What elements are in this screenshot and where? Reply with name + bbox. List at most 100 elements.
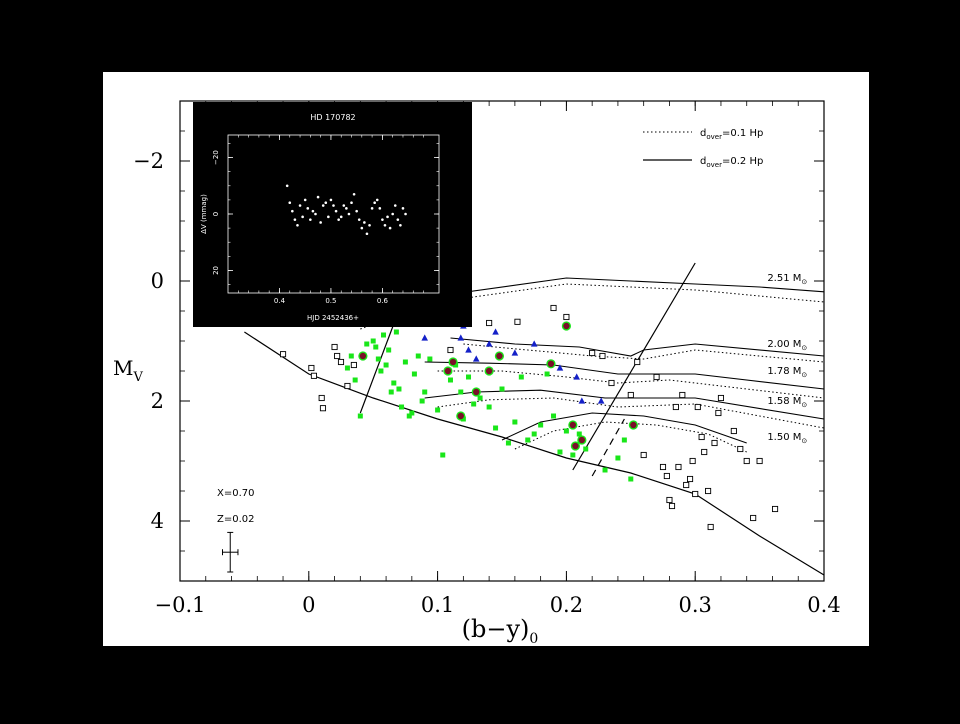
point-green-square — [563, 428, 569, 434]
point-open-square — [279, 351, 287, 358]
inset-light-curve-point — [350, 201, 353, 205]
point-open-square — [344, 382, 351, 390]
point-green-square — [435, 407, 441, 413]
inset-light-curve-point — [309, 218, 312, 221]
point-circled-core — [473, 388, 480, 396]
point-green-square — [557, 449, 563, 455]
point-green-square — [512, 419, 518, 425]
point-open-square — [310, 372, 318, 379]
point-open-square — [707, 523, 714, 531]
point-open-square — [692, 490, 699, 498]
point-blue-triangle — [556, 364, 564, 371]
inset-x-tick-label: 0.6 — [377, 297, 389, 305]
point-green-square — [466, 374, 472, 380]
point-open-square — [675, 463, 682, 471]
point-green-square — [538, 422, 544, 428]
inset-light-curve-point — [399, 223, 402, 227]
point-open-square — [334, 352, 341, 360]
inset-light-curve-point — [298, 204, 302, 207]
mass-label-2.00: 2.00 M⊙ — [767, 339, 807, 352]
inset-background — [193, 102, 472, 327]
inset-y-tick-label: −20 — [212, 150, 220, 165]
inset-light-curve-point — [360, 226, 364, 230]
point-green-square — [602, 467, 608, 473]
annotation-x: X=0.70 — [217, 488, 255, 499]
inset-light-curve-point — [368, 223, 371, 227]
point-green-square — [493, 425, 499, 431]
point-open-square — [447, 346, 454, 354]
point-green-square — [518, 374, 524, 380]
mass-label-1.58: 1.58 M⊙ — [767, 396, 807, 409]
y-tick-label: 2 — [151, 389, 164, 413]
point-green-square — [411, 371, 417, 377]
point-green-square — [583, 446, 589, 452]
strip-red-edge-dashed — [591, 418, 625, 477]
point-open-square — [550, 304, 557, 312]
point-green-square — [388, 389, 394, 395]
inset-light-curve-point — [401, 207, 405, 210]
inset-light-curve-point — [381, 218, 384, 221]
inset-light-curve-point — [373, 201, 376, 205]
x-tick-label: 0.3 — [678, 593, 711, 617]
point-open-square — [686, 475, 694, 483]
point-circled-core — [359, 352, 367, 360]
point-open-square — [318, 394, 325, 402]
point-open-square — [486, 319, 493, 327]
point-green-square — [391, 380, 397, 386]
inset-light-curve-point — [319, 221, 322, 224]
track-dotted-1.58 — [437, 397, 825, 429]
inset-x-label: HJD 2452436+ — [307, 314, 359, 322]
point-open-square — [331, 343, 338, 351]
point-open-square — [350, 361, 357, 369]
inset-light-curve-point — [375, 198, 379, 202]
track-solid-1.78 — [424, 361, 825, 390]
point-blue-triangle — [465, 346, 472, 353]
point-green-square — [628, 476, 634, 482]
zams-path — [244, 331, 825, 576]
inset-light-curve-point — [363, 221, 366, 224]
inset-light-curve-point — [327, 215, 330, 219]
point-open-square — [663, 472, 670, 480]
point-green-square — [419, 398, 425, 404]
point-green-square — [471, 401, 477, 407]
inset-light-curve-point — [347, 212, 351, 216]
inset-light-curve-point — [345, 207, 348, 210]
point-blue-triangle — [472, 355, 480, 362]
inset-light-curve-point — [388, 226, 392, 230]
inset-light-curve-point — [404, 212, 407, 216]
point-circled-core — [563, 322, 570, 330]
point-open-square — [717, 394, 725, 402]
inset-light-curve-point — [357, 218, 361, 221]
x-tick-label: 0.2 — [550, 593, 583, 617]
inset-x-tick-label: 0.5 — [325, 297, 336, 305]
point-open-square — [705, 487, 712, 495]
point-green-square — [402, 359, 408, 365]
point-green-square — [396, 386, 402, 392]
inset-y-tick-label: 0 — [212, 212, 220, 216]
x-tick-label: 0.4 — [807, 593, 840, 617]
x-tick-label: −0.1 — [155, 593, 206, 617]
point-green-square — [440, 452, 446, 458]
point-green-square — [505, 440, 511, 446]
point-green-square — [370, 338, 376, 344]
inset-title: HD 170782 — [310, 113, 355, 122]
inset-light-curve-point — [288, 201, 292, 205]
point-blue-triangle — [421, 334, 429, 341]
x-tick-label: 0.1 — [421, 593, 454, 617]
point-circled-core — [630, 421, 637, 429]
point-green-square — [348, 353, 354, 359]
inset-light-curve-point — [324, 201, 328, 205]
inset-light-curve-point — [396, 218, 400, 221]
point-green-square — [551, 413, 557, 419]
point-green-square — [386, 347, 392, 353]
point-open-square — [640, 451, 647, 459]
point-open-square — [694, 403, 701, 411]
inset-light-curve-point — [393, 204, 397, 207]
point-green-square — [352, 377, 358, 383]
legend-entry-dotted: dover=0.1 Hp — [700, 128, 763, 141]
inset-light-curve-point — [386, 215, 389, 219]
x-axis-label: (b−y)0 — [462, 615, 539, 647]
light-curve-inset: HD 170782 HJD 2452436+ ΔV (mmag) 0.4 0.5 0… — [193, 102, 472, 327]
mass-label-1.78: 1.78 M⊙ — [767, 366, 807, 379]
